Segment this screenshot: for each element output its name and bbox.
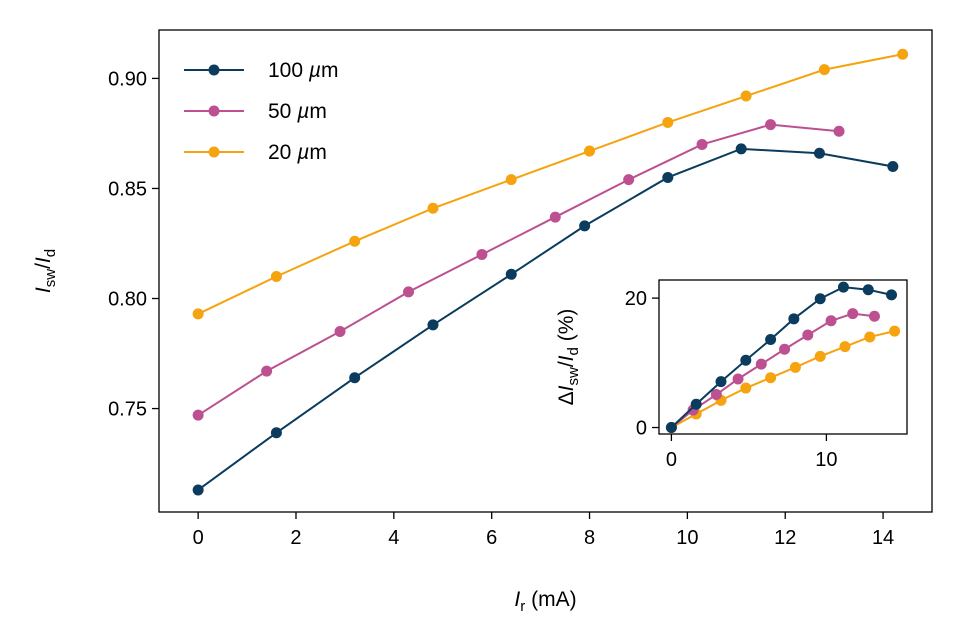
data-point xyxy=(192,409,204,421)
inset-data-point xyxy=(868,310,880,322)
inset-y-axis-label-group: ΔIsw/Id (%) xyxy=(555,309,582,406)
inset-data-point xyxy=(864,331,876,343)
data-point xyxy=(735,143,747,155)
inset-data-point xyxy=(839,341,851,353)
inset-data-point xyxy=(665,422,677,434)
legend-marker xyxy=(208,146,220,158)
data-point xyxy=(349,235,361,247)
inset-data-point xyxy=(755,358,767,370)
x-axis-label: Ir (mA) xyxy=(514,588,576,615)
legend-label: 100 µm xyxy=(268,59,338,82)
inset-series-line xyxy=(670,286,892,429)
legend-label: 20 µm xyxy=(268,141,327,164)
inset-data-point xyxy=(802,329,814,341)
legend-marker xyxy=(208,64,220,76)
inset-data-point xyxy=(788,313,800,325)
y-tick-label: 0.90 xyxy=(108,68,147,90)
data-point xyxy=(897,48,909,60)
x-tick-label: 10 xyxy=(676,527,698,549)
data-point xyxy=(261,365,273,377)
y-axis-label: Isw/Id xyxy=(32,249,59,293)
data-point xyxy=(833,125,845,137)
inset-data-point xyxy=(847,308,859,320)
inset-data-point xyxy=(886,289,897,301)
y-tick-label: 0.80 xyxy=(108,289,147,311)
inset-data-point xyxy=(814,293,826,305)
x-tick-label: 14 xyxy=(872,527,894,549)
data-point xyxy=(476,248,488,260)
data-point xyxy=(403,286,415,298)
y-axis-label-group: Isw/Id xyxy=(32,249,59,293)
x-tick-label: 8 xyxy=(584,527,595,549)
main-plot-frame xyxy=(158,29,933,513)
inset-data-point xyxy=(740,354,752,366)
data-point xyxy=(813,147,825,159)
data-point xyxy=(427,319,439,331)
x-tick-label: 2 xyxy=(290,527,301,549)
inset-axes: 0 10 0 20 ΔIsw/Id (%) xyxy=(555,279,908,471)
inset-data-point xyxy=(740,382,752,394)
inset-data-point xyxy=(732,373,744,385)
data-point xyxy=(349,372,361,384)
inset-x-tick-label: 10 xyxy=(815,449,837,471)
inset-data-point xyxy=(765,334,777,346)
legend-label: 50 µm xyxy=(268,100,327,123)
inset-data-point xyxy=(889,325,901,337)
data-point xyxy=(584,145,596,157)
inset-data-point xyxy=(715,376,727,388)
x-tick-label: 12 xyxy=(774,527,796,549)
data-point xyxy=(192,308,204,320)
y-tick-label: 0.75 xyxy=(108,399,147,421)
data-point xyxy=(427,202,439,214)
inset-data-point xyxy=(710,389,722,401)
y-tick-label: 0.85 xyxy=(108,178,147,200)
data-point xyxy=(270,427,282,439)
inset-y-tick-label: 0 xyxy=(636,418,647,440)
inset-data-point xyxy=(789,361,801,373)
data-point xyxy=(192,484,204,496)
data-point xyxy=(887,160,899,172)
legend: 100 µm 50 µm 20 µm xyxy=(184,59,338,164)
inset-x-tick-label: 0 xyxy=(666,449,677,471)
data-point xyxy=(740,90,752,102)
data-point xyxy=(505,268,517,280)
data-point xyxy=(696,138,708,150)
x-tick-label: 6 xyxy=(486,527,497,549)
data-point xyxy=(662,116,674,128)
data-point xyxy=(505,174,517,186)
inset-data-point xyxy=(814,350,826,362)
data-point xyxy=(579,220,591,232)
inset-y-tick-label: 20 xyxy=(625,288,647,310)
data-point xyxy=(623,174,635,186)
x-tick-label: 4 xyxy=(388,527,399,549)
inset-data-point xyxy=(825,315,837,327)
series-line xyxy=(197,53,903,315)
data-point xyxy=(662,171,674,183)
inset-data-point xyxy=(862,284,874,296)
data-point xyxy=(334,326,346,338)
inset-series-line xyxy=(670,330,895,429)
data-point xyxy=(270,271,282,283)
inset-y-axis-label: ΔIsw/Id (%) xyxy=(555,309,582,406)
inset-data-point xyxy=(765,372,777,384)
main-axes: 0 2 4 6 8 10 12 14 0.75 0.80 0.85 0.90 Ir (mA) Isw/Id xyxy=(32,29,933,615)
inset-data-point xyxy=(837,281,849,293)
inset-plot-frame xyxy=(658,279,908,435)
inset-data-point xyxy=(779,343,791,355)
data-point xyxy=(549,211,561,223)
legend-marker xyxy=(208,105,220,117)
series-line xyxy=(197,123,840,417)
data-point xyxy=(765,119,777,131)
series-line xyxy=(197,147,894,491)
inset-data-point xyxy=(690,398,702,410)
data-point xyxy=(818,64,830,76)
inset-series-line xyxy=(670,312,875,429)
x-tick-label: 0 xyxy=(193,527,204,549)
